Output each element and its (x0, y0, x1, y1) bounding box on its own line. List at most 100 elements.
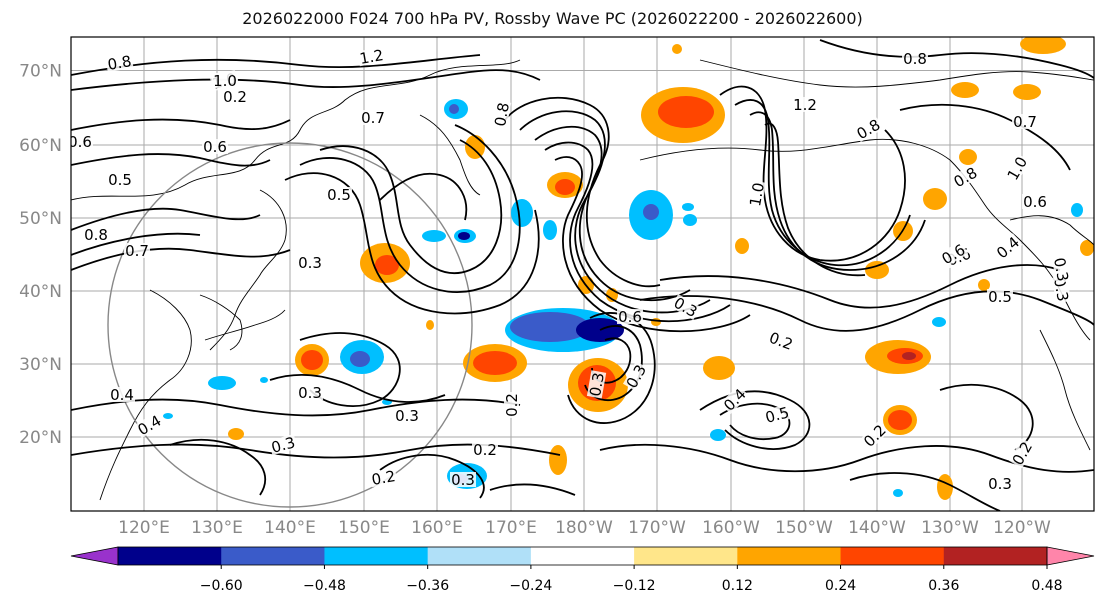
svg-text:1.2: 1.2 (793, 96, 817, 114)
latitude-label: 50°N (19, 209, 62, 229)
range-circle (107, 142, 473, 508)
colorbar-segment (840, 547, 945, 565)
contour-label: 0.8 (105, 52, 134, 74)
svg-text:0.5: 0.5 (108, 171, 132, 189)
rossby-wave-pc-shading (163, 37, 1094, 500)
colorbar-frame (117, 546, 1048, 566)
colorbar-segment (427, 547, 532, 565)
svg-text:1.0: 1.0 (746, 181, 768, 208)
svg-text:0.6: 0.6 (1023, 193, 1047, 211)
svg-text:1.0: 1.0 (213, 72, 237, 90)
contour-label: 1.0 (212, 72, 238, 90)
contour-label: 1.0 (746, 180, 768, 209)
svg-text:0.3: 0.3 (269, 433, 297, 457)
svg-text:0.3: 0.3 (298, 384, 322, 402)
svg-text:0.6: 0.6 (618, 308, 642, 326)
contour-label: 0.3 (268, 433, 298, 457)
contour-label: 0.2 (369, 467, 398, 489)
latitude-label: 40°N (19, 282, 62, 302)
colorbar-tick-label: −0.36 (406, 578, 449, 594)
colorbar-tick-label: 0.24 (825, 578, 856, 594)
svg-text:0.3: 0.3 (988, 475, 1012, 493)
svg-text:0.5: 0.5 (763, 403, 791, 427)
contour-label: 0.3 (586, 370, 608, 399)
longitude-labels: 120°E 130°E 140°E 150°E 160°E 170°E 180°W 170°W… (118, 518, 1051, 538)
svg-text:0.5: 0.5 (988, 288, 1012, 306)
contour-label: 0.7 (1012, 113, 1038, 131)
colorbar-tick-label: 0.48 (1031, 578, 1062, 594)
longitude-label: 130°E (191, 518, 243, 538)
colorbar-tick-label: 0.12 (722, 578, 753, 594)
contour-label: 0.6 (617, 308, 643, 326)
svg-text:0.3: 0.3 (451, 471, 475, 489)
contour-label: 0.5 (326, 186, 352, 204)
contour-label: 0.6 (1022, 193, 1048, 211)
contour-label: 0.3 (987, 475, 1013, 493)
longitude-label: 150°W (775, 518, 833, 538)
svg-text:1.2: 1.2 (358, 46, 385, 68)
svg-text:0.3: 0.3 (586, 371, 608, 398)
svg-text:0.2: 0.2 (503, 393, 521, 417)
longitude-label: 150°E (338, 518, 390, 538)
colorbar-extend-min (70, 546, 119, 566)
longitude-label: 160°W (702, 518, 760, 538)
svg-text:0.5: 0.5 (327, 186, 351, 204)
colorbar-segment (118, 547, 222, 565)
longitude-label: 160°E (411, 518, 463, 538)
latitude-label: 30°N (19, 355, 62, 375)
contour-label: 0.5 (107, 171, 133, 189)
contour-label: 0.8 (491, 100, 513, 129)
svg-text:0.4: 0.4 (110, 386, 134, 404)
latitude-label: 60°N (19, 136, 62, 156)
longitude-label: 180°W (555, 518, 613, 538)
longitude-label: 140°E (264, 518, 316, 538)
svg-text:0.6: 0.6 (203, 138, 227, 156)
svg-text:0.8: 0.8 (84, 226, 108, 244)
contour-label: 0.2 (503, 392, 521, 418)
colorbar-extend-max (1046, 546, 1095, 566)
contour-label: 0.6 (202, 138, 228, 156)
contour-label: 0.3 (450, 471, 476, 489)
colorbar-segment (634, 547, 738, 565)
svg-text:0.7: 0.7 (125, 242, 149, 260)
svg-text:0.3: 0.3 (298, 254, 322, 272)
colorbar-tick-label: −0.12 (613, 578, 656, 594)
longitude-label: 120°W (993, 518, 1051, 538)
svg-text:0.6: 0.6 (68, 133, 92, 151)
colorbar-segment (324, 547, 429, 565)
longitude-label: 140°W (848, 518, 906, 538)
svg-text:0.8: 0.8 (903, 50, 927, 68)
contour-label: 0.4 (109, 386, 135, 404)
colorbar-tick-label: −0.60 (200, 578, 243, 594)
longitude-label: 170°W (628, 518, 686, 538)
colorbar-segment (221, 547, 325, 565)
colorbar-segment (943, 547, 1048, 565)
svg-text:0.2: 0.2 (473, 441, 497, 459)
contour-label: 1.2 (357, 46, 386, 68)
colorbar-segment (737, 547, 842, 565)
contour-label: 0.6 (68, 133, 93, 151)
svg-text:0.2: 0.2 (223, 88, 247, 106)
contour-label: 0.2 (472, 441, 498, 459)
coastlines (71, 59, 1094, 501)
contour-label: 0.7 (124, 242, 150, 260)
colorbar-tick-label: −0.24 (509, 578, 552, 594)
longitude-label: 120°E (118, 518, 170, 538)
longitude-label: 170°E (485, 518, 537, 538)
contour-label: 0.2 (222, 88, 248, 106)
contour-label: 1.2 (792, 96, 818, 114)
svg-text:0.7: 0.7 (1013, 113, 1037, 131)
colorbar: −0.60 −0.48 −0.36 −0.24 −0.12 0.12 0.24 0.36 0.4… (70, 546, 1095, 594)
chart-title: 2026022000 F024 700 hPa PV, Rossby Wave … (242, 9, 863, 28)
positive-anomaly (228, 37, 1094, 500)
contour-label: 0.5 (762, 403, 792, 427)
contour-label: 0.8 (902, 50, 928, 68)
colorbar-tick-label: −0.48 (303, 578, 346, 594)
contour-label: 0.7 (360, 109, 386, 127)
longitude-label: 130°W (921, 518, 979, 538)
map-area (71, 37, 1094, 511)
colorbar-tick-label: 0.36 (928, 578, 959, 594)
svg-text:0.2: 0.2 (370, 467, 397, 489)
latitude-label: 70°N (19, 62, 62, 82)
